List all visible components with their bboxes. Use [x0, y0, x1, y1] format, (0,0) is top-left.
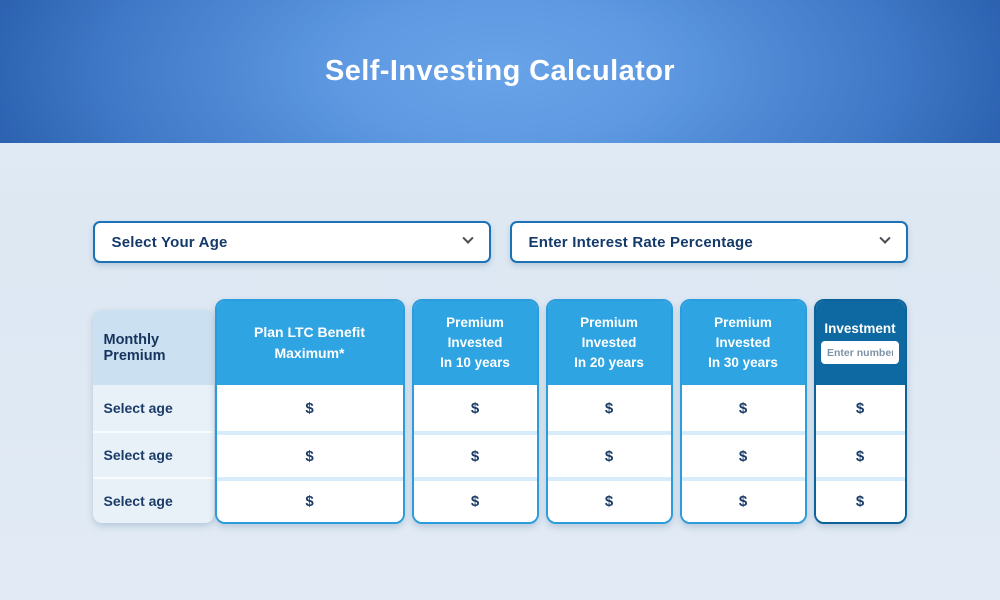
- invested-10-years-header: Premium Invested In 10 years: [413, 301, 537, 385]
- header-line: Premium Invested: [446, 314, 504, 350]
- investment-header: Investment: [815, 301, 905, 385]
- interest-rate-dropdown-label: Enter Interest Rate Percentage: [528, 233, 753, 251]
- header-line: In 10 years: [440, 355, 510, 371]
- value-cell: $: [216, 431, 403, 477]
- column-plan-ltc-benefit: Plan LTC Benefit Maximum* $ $ $: [214, 299, 405, 524]
- age-dropdown-label: Select Your Age: [111, 233, 228, 251]
- value-cell: $: [216, 477, 403, 522]
- header-line: In 20 years: [574, 355, 644, 371]
- value-cell: $: [815, 431, 905, 477]
- plan-ltc-benefit-header: Plan LTC Benefit Maximum*: [216, 301, 403, 385]
- row-age-cell: Select age: [103, 400, 173, 416]
- invested-20-years-header: Premium Invested In 20 years: [547, 301, 671, 385]
- chevron-down-icon: [878, 232, 891, 244]
- investment-header-label: Investment: [824, 320, 896, 336]
- value-cell: $: [547, 385, 671, 431]
- value-cell: $: [815, 385, 905, 431]
- column-invested-30-years: Premium Invested In 30 years $ $ $: [679, 299, 807, 524]
- page-title: Self-Investing Calculator: [324, 55, 675, 87]
- value-cell: $: [413, 477, 537, 522]
- monthly-premium-header: Monthly Premium: [92, 310, 214, 385]
- header-line: Premium Invested: [714, 314, 772, 350]
- chevron-down-icon: [461, 232, 474, 244]
- main-content: Select Your Age Enter Interest Rate Perc…: [92, 221, 908, 524]
- filters-row: Select Your Age Enter Interest Rate Perc…: [92, 221, 908, 263]
- header-line: Premium Invested: [580, 314, 638, 350]
- value-cell: $: [413, 385, 537, 431]
- column-monthly-premium: Monthly Premium Select age Select age Se…: [92, 310, 214, 523]
- header-line: In 30 years: [708, 355, 778, 371]
- calculator-table: Monthly Premium Select age Select age Se…: [92, 299, 908, 524]
- value-cell: $: [413, 431, 537, 477]
- interest-rate-dropdown[interactable]: Enter Interest Rate Percentage: [509, 221, 908, 263]
- row-age-cell: Select age: [92, 477, 214, 523]
- hero-banner: Self-Investing Calculator: [0, 0, 1000, 143]
- value-cell: $: [681, 431, 805, 477]
- value-cell: $: [547, 431, 671, 477]
- column-investment: Investment $ $ $: [813, 299, 907, 524]
- investment-amount-input[interactable]: [821, 341, 899, 365]
- column-invested-10-years: Premium Invested In 10 years $ $ $: [411, 299, 539, 524]
- age-dropdown[interactable]: Select Your Age: [92, 221, 491, 263]
- value-cell: $: [681, 477, 805, 522]
- row-age-cell: Select age: [92, 431, 214, 477]
- value-cell: $: [216, 385, 403, 431]
- value-cell: $: [681, 385, 805, 431]
- invested-30-years-header: Premium Invested In 30 years: [681, 301, 805, 385]
- value-cell: $: [547, 477, 671, 522]
- value-cell: $: [815, 477, 905, 522]
- column-invested-20-years: Premium Invested In 20 years $ $ $: [545, 299, 673, 524]
